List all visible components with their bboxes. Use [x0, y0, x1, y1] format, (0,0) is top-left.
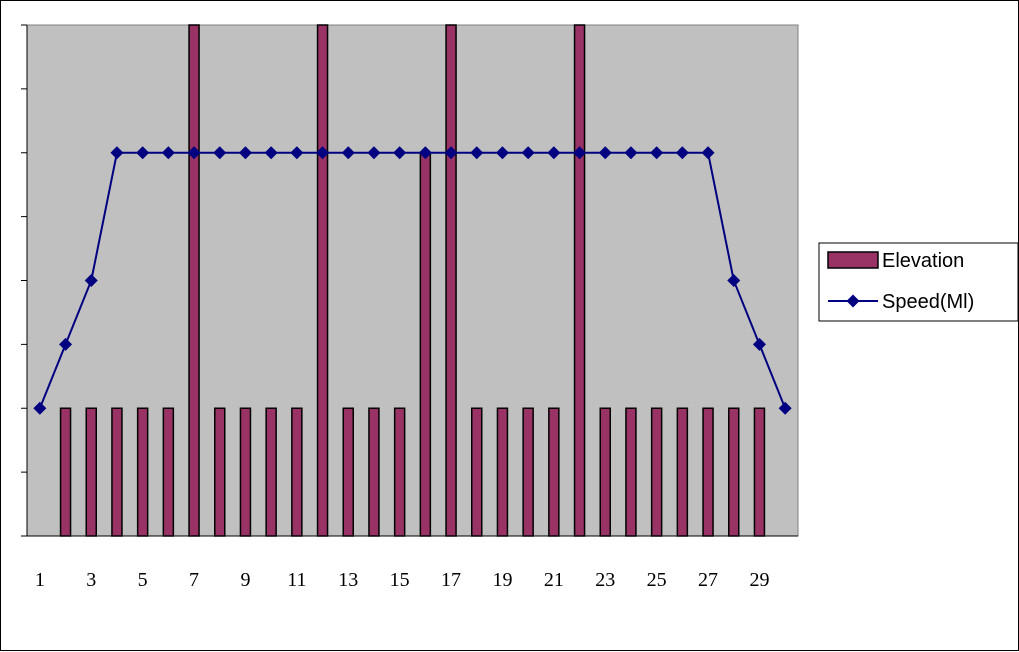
- speed-line: [33, 146, 792, 415]
- speed-point: [418, 146, 432, 160]
- speed-point: [752, 337, 766, 351]
- legend: Elevation Speed(Ml): [818, 242, 1019, 322]
- x-tick-label: 3: [86, 569, 96, 591]
- speed-point: [521, 146, 535, 160]
- x-tick-label: 23: [595, 569, 615, 591]
- elevation-bar: [625, 407, 637, 537]
- speed-point: [33, 401, 47, 415]
- plot-area: [26, 24, 799, 537]
- x-tick-label: 29: [749, 569, 769, 591]
- elevation-bar: [650, 407, 663, 537]
- speed-point: [573, 146, 587, 160]
- x-tick-label: 5: [138, 569, 148, 591]
- elevation-bar: [368, 407, 380, 537]
- legend-elevation-label: Elevation: [882, 250, 964, 272]
- speed-point: [136, 146, 150, 160]
- elevation-bar: [522, 407, 534, 537]
- speed-point: [393, 146, 407, 160]
- speed-point: [367, 146, 381, 160]
- speed-point: [84, 274, 98, 287]
- elevation-bar: [111, 407, 123, 537]
- elevation-bar: [393, 407, 406, 537]
- x-tick-label: 9: [240, 569, 250, 591]
- speed-point: [598, 146, 612, 160]
- elevation-bar: [471, 407, 483, 537]
- elevation-bar: [59, 407, 72, 537]
- speed-point: [238, 146, 252, 160]
- speed-point: [290, 146, 304, 160]
- x-tick-label: 1: [35, 569, 45, 591]
- elevation-bar: [419, 152, 432, 537]
- x-tick-label: 15: [390, 569, 410, 591]
- elevation-bar: [162, 407, 175, 537]
- speed-point: [316, 146, 330, 160]
- legend-speed-label: Speed(Ml): [882, 291, 974, 313]
- speed-point: [675, 146, 689, 160]
- x-tick-label: 7: [189, 569, 199, 591]
- speed-point: [161, 146, 175, 160]
- elevation-bar: [676, 407, 689, 537]
- speed-point: [778, 401, 792, 415]
- speed-point: [701, 146, 715, 160]
- x-tick-label: 17: [441, 569, 461, 591]
- elevation-bar: [239, 407, 252, 537]
- speed-point: [264, 146, 278, 160]
- speed-point: [59, 337, 73, 351]
- speed-point: [187, 146, 201, 160]
- speed-point: [110, 146, 124, 160]
- x-tick-label: 21: [544, 569, 564, 591]
- elevation-bar: [85, 407, 97, 537]
- elevation-bar: [265, 407, 277, 537]
- elevation-bar: [316, 24, 329, 537]
- elevation-bars: [59, 24, 766, 537]
- elevation-bar: [342, 407, 354, 537]
- elevation-bar: [728, 407, 740, 537]
- legend-elevation-swatch: [827, 251, 879, 269]
- elevation-bar: [214, 407, 226, 537]
- x-tick-label: 19: [492, 569, 512, 591]
- speed-point: [547, 146, 561, 160]
- speed-point: [444, 146, 458, 160]
- elevation-bar: [573, 24, 586, 537]
- elevation-bar: [702, 407, 714, 537]
- elevation-bar: [753, 407, 766, 537]
- axes: 1 3 5 7 9 11 13 15 17 19 21 23 25 27 29: [21, 24, 798, 591]
- elevation-bar: [445, 24, 457, 537]
- speed-point: [213, 146, 227, 160]
- elevation-bar: [136, 407, 149, 537]
- elevation-bar: [599, 407, 611, 537]
- elevation-bar: [291, 407, 303, 537]
- x-tick-label: 13: [338, 569, 358, 591]
- elevation-bar: [548, 407, 560, 537]
- elevation-bar: [188, 24, 200, 537]
- legend-speed-marker: [846, 294, 860, 308]
- x-tick-label: 25: [647, 569, 667, 591]
- speed-point: [624, 146, 638, 160]
- x-tick-label: 11: [287, 569, 306, 591]
- plot-background: [26, 24, 799, 537]
- speed-point: [650, 146, 664, 160]
- speed-point: [470, 146, 484, 160]
- x-tick-label: 27: [698, 569, 718, 591]
- speed-point: [495, 146, 509, 160]
- speed-point: [727, 274, 741, 287]
- elevation-bar: [496, 407, 509, 537]
- speed-point: [341, 146, 355, 160]
